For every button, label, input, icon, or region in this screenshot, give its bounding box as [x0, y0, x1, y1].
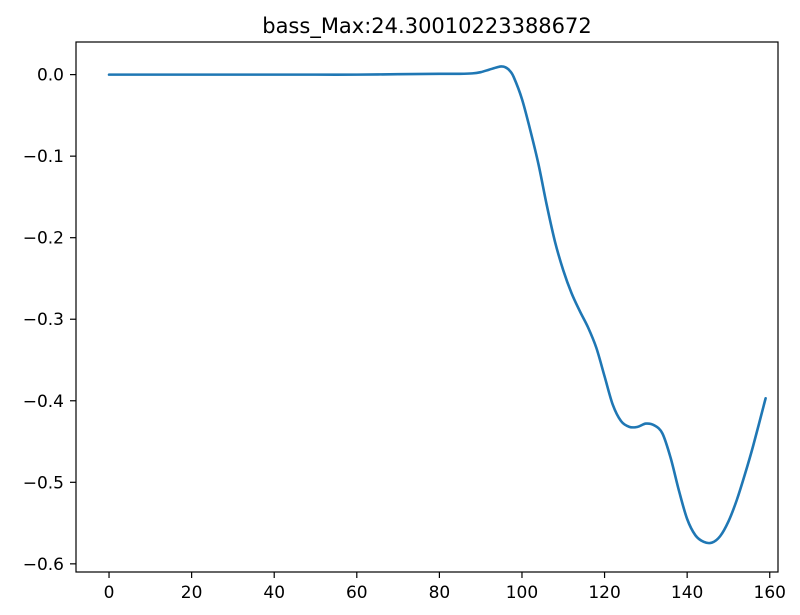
series-line	[107, 65, 767, 545]
x-tick-label: 120	[588, 583, 620, 603]
y-tick-label: −0.4	[23, 392, 64, 412]
x-tick-label: 60	[346, 583, 368, 603]
plot-area	[107, 65, 767, 545]
y-tick-label: −0.5	[23, 473, 64, 493]
y-tick-label: −0.1	[23, 147, 64, 167]
x-tick-label: 160	[754, 583, 786, 603]
x-tick-label: 20	[181, 583, 203, 603]
plot-frame	[75, 41, 779, 573]
x-tick-label: 0	[104, 583, 115, 603]
chart-title: bass_Max:24.30010223388672	[262, 14, 592, 39]
y-tick-label: −0.3	[23, 310, 64, 330]
y-tick-label: 0.0	[37, 66, 64, 86]
x-axis: 0 20 40 60 80 100 120 140 160	[104, 572, 786, 603]
x-tick-label: 100	[506, 583, 538, 603]
y-tick-label: −0.6	[23, 555, 64, 575]
y-axis: 0.0 −0.1 −0.2 −0.3 −0.4 −0.5 −0.6	[23, 66, 76, 575]
x-tick-label: 80	[429, 583, 451, 603]
x-tick-label: 40	[263, 583, 285, 603]
x-tick-label: 140	[671, 583, 703, 603]
y-tick-label: −0.2	[23, 229, 64, 249]
